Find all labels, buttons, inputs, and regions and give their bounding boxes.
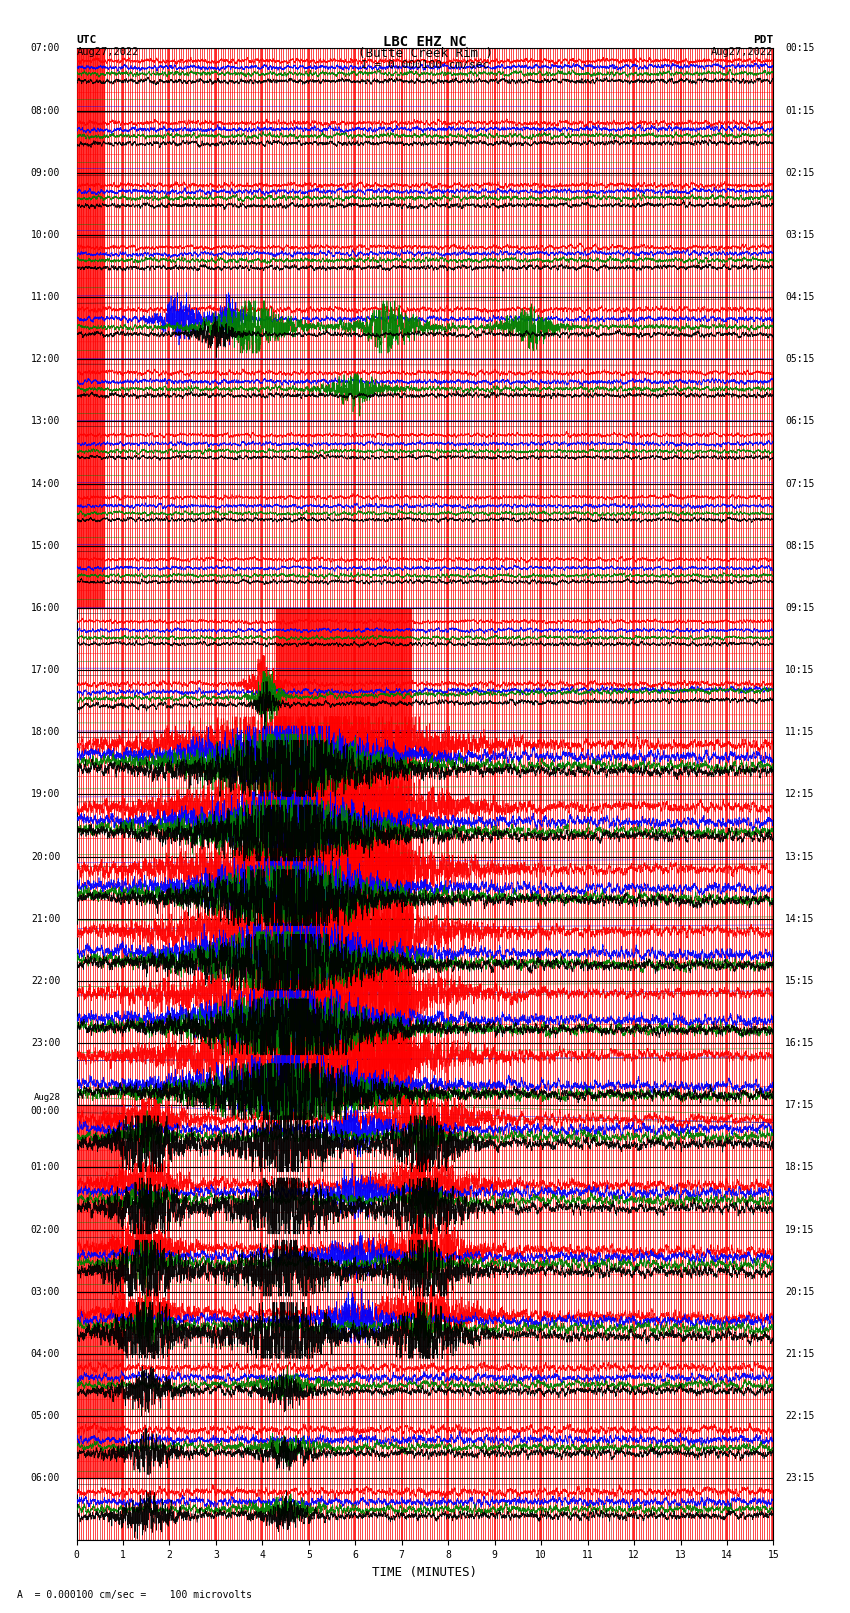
Text: 15:00: 15:00 <box>31 540 60 550</box>
Text: 14:00: 14:00 <box>31 479 60 489</box>
Text: UTC: UTC <box>76 35 97 45</box>
Text: 03:15: 03:15 <box>785 231 814 240</box>
Text: Aug27,2022: Aug27,2022 <box>76 47 139 56</box>
Text: Aug27,2022: Aug27,2022 <box>711 47 774 56</box>
Text: 20:00: 20:00 <box>31 852 60 861</box>
Text: 12:15: 12:15 <box>785 789 814 800</box>
Text: I = 0.000100 cm/sec: I = 0.000100 cm/sec <box>361 60 489 69</box>
Text: 03:00: 03:00 <box>31 1287 60 1297</box>
Text: 14:15: 14:15 <box>785 913 814 924</box>
Text: 21:00: 21:00 <box>31 913 60 924</box>
Text: 01:15: 01:15 <box>785 105 814 116</box>
Text: 08:15: 08:15 <box>785 540 814 550</box>
Text: 00:00: 00:00 <box>31 1107 60 1116</box>
Text: 05:15: 05:15 <box>785 355 814 365</box>
Text: A  = 0.000100 cm/sec =    100 microvolts: A = 0.000100 cm/sec = 100 microvolts <box>17 1590 252 1600</box>
Text: 19:15: 19:15 <box>785 1224 814 1234</box>
Text: 17:15: 17:15 <box>785 1100 814 1110</box>
Text: 01:00: 01:00 <box>31 1163 60 1173</box>
Text: 23:15: 23:15 <box>785 1473 814 1484</box>
Text: 13:15: 13:15 <box>785 852 814 861</box>
Text: 10:15: 10:15 <box>785 665 814 676</box>
Text: 21:15: 21:15 <box>785 1348 814 1358</box>
Text: 06:00: 06:00 <box>31 1473 60 1484</box>
Text: 06:15: 06:15 <box>785 416 814 426</box>
Text: 07:15: 07:15 <box>785 479 814 489</box>
Text: 05:00: 05:00 <box>31 1411 60 1421</box>
Text: 19:00: 19:00 <box>31 789 60 800</box>
Text: 02:00: 02:00 <box>31 1224 60 1234</box>
Text: 02:15: 02:15 <box>785 168 814 177</box>
Text: 22:00: 22:00 <box>31 976 60 986</box>
Text: 13:00: 13:00 <box>31 416 60 426</box>
Text: 09:00: 09:00 <box>31 168 60 177</box>
Text: 00:15: 00:15 <box>785 44 814 53</box>
Text: 12:00: 12:00 <box>31 355 60 365</box>
Text: LBC EHZ NC: LBC EHZ NC <box>383 35 467 50</box>
Text: 04:00: 04:00 <box>31 1348 60 1358</box>
Text: 11:15: 11:15 <box>785 727 814 737</box>
Text: 16:00: 16:00 <box>31 603 60 613</box>
X-axis label: TIME (MINUTES): TIME (MINUTES) <box>372 1566 478 1579</box>
Text: 22:15: 22:15 <box>785 1411 814 1421</box>
Text: 10:00: 10:00 <box>31 231 60 240</box>
Text: 08:00: 08:00 <box>31 105 60 116</box>
Text: 18:00: 18:00 <box>31 727 60 737</box>
Text: 20:15: 20:15 <box>785 1287 814 1297</box>
Text: 04:15: 04:15 <box>785 292 814 302</box>
Text: 17:00: 17:00 <box>31 665 60 676</box>
Text: 07:00: 07:00 <box>31 44 60 53</box>
Text: 11:00: 11:00 <box>31 292 60 302</box>
Text: Aug28: Aug28 <box>33 1094 60 1102</box>
Text: PDT: PDT <box>753 35 774 45</box>
Text: 16:15: 16:15 <box>785 1039 814 1048</box>
Text: 09:15: 09:15 <box>785 603 814 613</box>
Text: 18:15: 18:15 <box>785 1163 814 1173</box>
Text: 15:15: 15:15 <box>785 976 814 986</box>
Text: (Butte Creek Rim ): (Butte Creek Rim ) <box>358 47 492 60</box>
Text: 23:00: 23:00 <box>31 1039 60 1048</box>
